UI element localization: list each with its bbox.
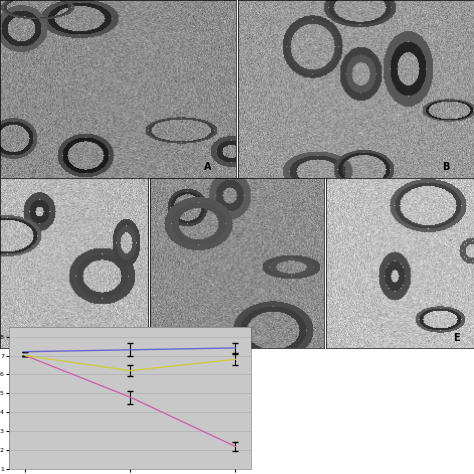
Text: B: B: [442, 162, 449, 172]
Text: D: D: [127, 333, 134, 343]
Text: E: E: [453, 333, 459, 343]
Text: A: A: [204, 162, 211, 172]
